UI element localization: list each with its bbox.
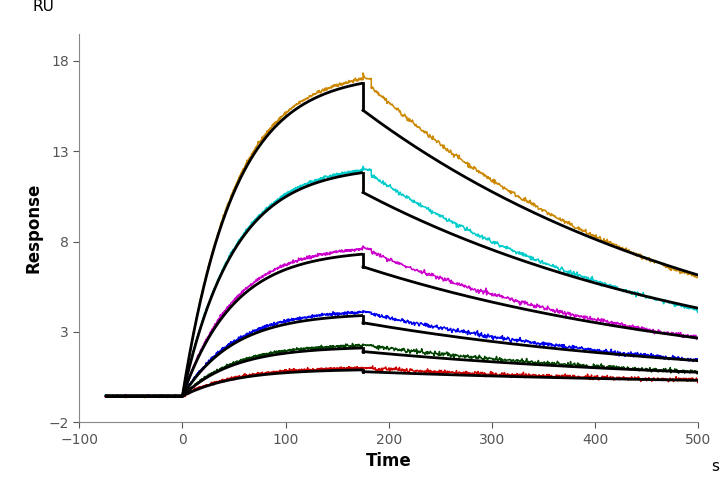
Text: s: s	[711, 459, 719, 474]
Y-axis label: Response: Response	[25, 183, 43, 273]
Text: RU: RU	[33, 0, 55, 14]
X-axis label: Time: Time	[366, 452, 412, 470]
